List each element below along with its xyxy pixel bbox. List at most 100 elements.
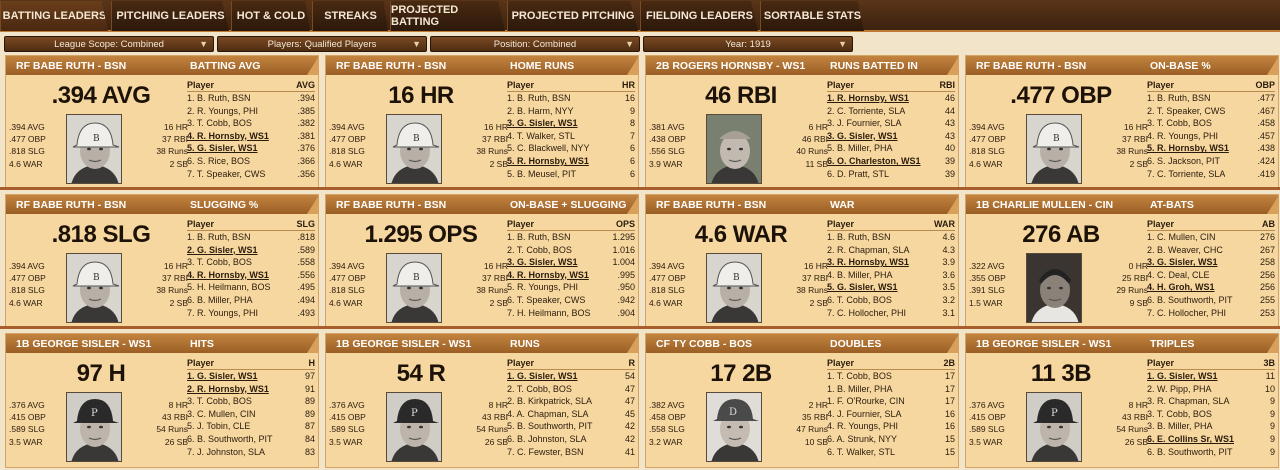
player-name[interactable]: 6. O. Charleston, WS1 (827, 155, 921, 166)
leader-player-link[interactable]: 1B GEORGE SISLER - WS1 (16, 338, 152, 350)
table-row[interactable]: 4. R. Youngs, PHI .457 (1147, 130, 1275, 143)
player-photo[interactable]: D (706, 392, 762, 462)
player-name[interactable]: 4. R. Youngs, PHI (827, 421, 899, 432)
player-photo[interactable]: B (66, 114, 122, 184)
stat-column-header[interactable]: RBI (939, 80, 956, 90)
stat-column-header[interactable]: AVG (296, 80, 315, 90)
player-name[interactable]: 2. B. Harm, NYY (507, 105, 574, 116)
table-row[interactable]: 3. T. Cobb, BOS 89 (187, 395, 315, 408)
player-name[interactable]: 6. B. Southworth, PIT (1147, 446, 1233, 457)
player-name[interactable]: 7. C. Hollocher, PHI (827, 307, 907, 318)
table-row[interactable]: 6. S. Jackson, PIT .424 (1147, 155, 1275, 168)
player-photo[interactable]: B (1026, 114, 1082, 184)
player-name[interactable]: 1. B. Ruth, BSN (1147, 93, 1211, 103)
table-row[interactable]: 1. C. Mullen, CIN 276 (1147, 231, 1275, 244)
table-row[interactable]: 3. T. Cobb, BOS 9 (1147, 408, 1275, 421)
player-name[interactable]: 5. R. Hornsby, WS1 (1147, 143, 1229, 154)
player-name[interactable]: 7. H. Heilmann, BOS (507, 307, 591, 318)
table-row[interactable]: 3. T. Cobb, BOS .558 (187, 256, 315, 269)
table-row[interactable]: 2. T. Cobb, BOS 1.016 (507, 244, 635, 257)
table-row[interactable]: 4. A. Chapman, SLA 45 (507, 408, 635, 421)
table-row[interactable]: 6. B. Southworth, PIT 9 (1147, 446, 1275, 459)
tab-hot-cold[interactable]: HOT & COLD (231, 1, 310, 31)
stat-column-header[interactable]: 2B (943, 358, 955, 368)
player-name[interactable]: 2. G. Sisler, WS1 (187, 244, 258, 255)
table-row[interactable]: 2. W. Pipp, PHA 10 (1147, 383, 1275, 396)
player-photo[interactable]: B (386, 253, 442, 323)
player-name[interactable]: 3. B. Miller, PHA (1147, 421, 1213, 432)
player-name[interactable]: 3. T. Cobb, BOS (1147, 118, 1212, 129)
player-name[interactable]: 5. G. Sisler, WS1 (187, 143, 258, 154)
table-row[interactable]: 3. G. Sisler, WS1 43 (827, 130, 955, 143)
player-name[interactable]: 3. T. Cobb, BOS (187, 118, 252, 129)
stat-column-header[interactable]: H (308, 358, 316, 368)
table-row[interactable]: 4. H. Groh, WS1 256 (1147, 281, 1275, 294)
player-column-header[interactable]: Player (187, 80, 215, 90)
table-row[interactable]: 4. R. Youngs, PHI 16 (827, 420, 955, 433)
player-name[interactable]: 3. R. Chapman, SLA (1147, 396, 1230, 407)
player-name[interactable]: 5. R. Youngs, PHI (507, 282, 579, 293)
player-name[interactable]: 2. B. Kirkpatrick, SLA (507, 396, 593, 407)
player-name[interactable]: 4. R. Hornsby, WS1 (187, 269, 269, 280)
player-name[interactable]: 4. R. Youngs, PHI (1147, 130, 1219, 141)
player-column-header[interactable]: Player (1147, 80, 1175, 90)
player-name[interactable]: 4. C. Deal, CLE (1147, 269, 1210, 280)
table-row[interactable]: 6. B. Southworth, PIT 255 (1147, 294, 1275, 307)
player-name[interactable]: 1. G. Sisler, WS1 (1147, 371, 1218, 381)
player-name[interactable]: 6. T. Cobb, BOS (827, 294, 892, 305)
player-name[interactable]: 7. C. Fewster, BSN (507, 446, 584, 457)
player-name[interactable]: 6. S. Rice, BOS (187, 155, 251, 166)
table-row[interactable]: 4. B. Miller, PHA 3.6 (827, 269, 955, 282)
stat-column-header[interactable]: OPS (615, 219, 635, 229)
player-name[interactable]: 6. B. Southworth, PIT (1147, 294, 1233, 305)
table-row[interactable]: 5. B. Miller, PHA 40 (827, 142, 955, 155)
player-name[interactable]: 7. R. Youngs, PHI (187, 307, 259, 318)
table-row[interactable]: 6. T. Speaker, CWS .942 (507, 294, 635, 307)
table-row[interactable]: 5. B. Southworth, PIT 42 (507, 420, 635, 433)
stat-column-header[interactable]: WAR (934, 219, 955, 229)
player-photo[interactable]: B (386, 114, 442, 184)
table-row[interactable]: 1. B. Ruth, BSN .818 (187, 231, 315, 244)
table-row[interactable]: 3. R. Chapman, SLA 9 (1147, 395, 1275, 408)
player-name[interactable]: 4. H. Groh, WS1 (1147, 282, 1215, 293)
player-name[interactable]: 5. B. Miller, PHA (827, 143, 893, 154)
player-name[interactable]: 3. T. Cobb, BOS (187, 396, 252, 407)
stat-column-header[interactable]: 3B (1263, 358, 1275, 368)
filter-dropdown-0[interactable]: League Scope: Combined ▼ (4, 36, 214, 52)
table-row[interactable]: 1. B. Miller, PHA 17 (827, 383, 955, 396)
tab-pitching-leaders[interactable]: PITCHING LEADERS (111, 1, 229, 31)
player-name[interactable]: 7. C. Torriente, SLA (1147, 168, 1226, 179)
table-row[interactable]: 5. G. Sisler, WS1 3.5 (827, 281, 955, 294)
player-name[interactable]: 6. B. Miller, PHA (187, 294, 253, 305)
table-row[interactable]: 5. C. Blackwell, NYY 6 (507, 142, 635, 155)
table-row[interactable]: 5. R. Hornsby, WS1 6 (507, 155, 635, 168)
player-column-header[interactable]: Player (1147, 219, 1175, 229)
table-row[interactable]: 2. B. Harm, NYY 9 (507, 105, 635, 118)
table-row[interactable]: 7. J. Johnston, SLA 83 (187, 446, 315, 459)
player-column-header[interactable]: Player (1147, 358, 1175, 368)
player-name[interactable]: 1. T. Cobb, BOS (827, 371, 892, 381)
tab-projected-pitching[interactable]: PROJECTED PITCHING (507, 1, 638, 31)
table-row[interactable]: 1. B. Ruth, BSN 1.295 (507, 231, 635, 244)
player-name[interactable]: 3. C. Mullen, CIN (187, 408, 256, 419)
player-name[interactable]: 1. B. Ruth, BSN (507, 232, 571, 242)
player-name[interactable]: 3. G. Sisler, WS1 (827, 130, 898, 141)
player-name[interactable]: 4. R. Hornsby, WS1 (187, 130, 269, 141)
player-name[interactable]: 4. R. Hornsby, WS1 (507, 269, 589, 280)
player-name[interactable]: 3. J. Fournier, SLA (827, 118, 902, 129)
player-photo[interactable]: P (386, 392, 442, 462)
table-row[interactable]: 7. T. Speaker, CWS .356 (187, 168, 315, 181)
player-name[interactable]: 1. B. Miller, PHA (827, 383, 893, 394)
table-row[interactable]: 6. T. Walker, STL 15 (827, 446, 955, 459)
table-row[interactable]: 1. F. O'Rourke, CIN 17 (827, 395, 955, 408)
player-name[interactable]: 2. T. Cobb, BOS (507, 383, 572, 394)
player-name[interactable]: 5. J. Tobin, CLE (187, 421, 251, 432)
table-row[interactable]: 1. G. Sisler, WS1 97 (187, 370, 315, 383)
player-name[interactable]: 6. A. Strunk, NYY (827, 433, 898, 444)
tab-streaks[interactable]: STREAKS (312, 1, 388, 31)
player-name[interactable]: 4. A. Chapman, SLA (507, 408, 589, 419)
table-row[interactable]: 3. T. Cobb, BOS .458 (1147, 117, 1275, 130)
table-row[interactable]: 4. R. Hornsby, WS1 .556 (187, 269, 315, 282)
player-name[interactable]: 1. C. Mullen, CIN (1147, 232, 1216, 242)
leader-player-link[interactable]: 1B GEORGE SISLER - WS1 (336, 338, 472, 350)
